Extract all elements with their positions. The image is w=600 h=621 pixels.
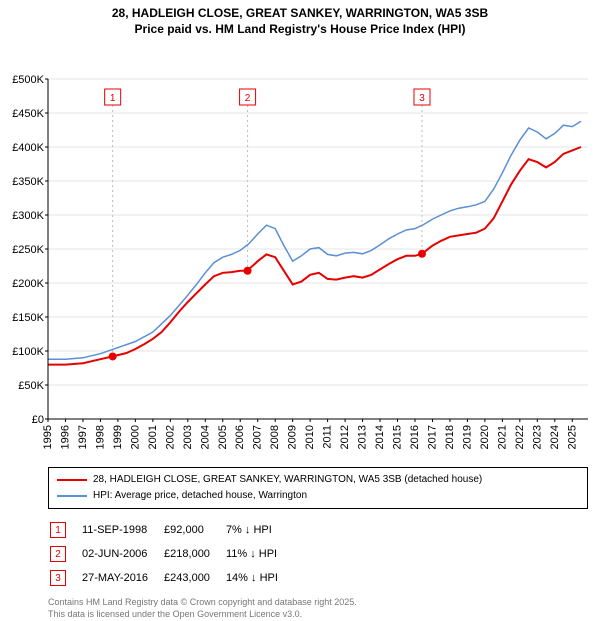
svg-text:1995: 1995 bbox=[42, 425, 54, 449]
svg-text:1996: 1996 bbox=[59, 425, 71, 449]
svg-text:2017: 2017 bbox=[426, 425, 438, 449]
svg-text:2002: 2002 bbox=[164, 425, 176, 449]
page-title: 28, HADLEIGH CLOSE, GREAT SANKEY, WARRIN… bbox=[0, 0, 600, 37]
title-line1: 28, HADLEIGH CLOSE, GREAT SANKEY, WARRIN… bbox=[112, 6, 488, 20]
svg-text:2023: 2023 bbox=[531, 425, 543, 449]
svg-text:£400K: £400K bbox=[12, 142, 44, 154]
footer-line2: This data is licensed under the Open Gov… bbox=[48, 609, 302, 619]
transaction-delta: 14% ↓ HPI bbox=[226, 567, 292, 589]
svg-text:2008: 2008 bbox=[269, 425, 281, 449]
svg-text:2021: 2021 bbox=[496, 425, 508, 449]
legend-label: HPI: Average price, detached house, Warr… bbox=[93, 488, 307, 504]
transaction-price: £218,000 bbox=[164, 543, 224, 565]
svg-text:2024: 2024 bbox=[549, 425, 561, 449]
svg-text:2006: 2006 bbox=[234, 425, 246, 449]
legend-swatch bbox=[57, 495, 87, 497]
svg-text:£450K: £450K bbox=[12, 108, 44, 120]
svg-text:£350K: £350K bbox=[12, 176, 44, 188]
svg-text:£500K: £500K bbox=[12, 74, 44, 86]
table-row: 3 27-MAY-2016£243,00014% ↓ HPI bbox=[50, 567, 292, 589]
svg-text:£100K: £100K bbox=[12, 346, 44, 358]
svg-text:2004: 2004 bbox=[199, 425, 211, 449]
transaction-delta: 7% ↓ HPI bbox=[226, 519, 292, 541]
transaction-date: 27-MAY-2016 bbox=[82, 567, 162, 589]
transaction-price: £243,000 bbox=[164, 567, 224, 589]
svg-text:2015: 2015 bbox=[392, 425, 404, 449]
svg-text:2010: 2010 bbox=[304, 425, 316, 449]
table-row: 2 02-JUN-2006£218,00011% ↓ HPI bbox=[50, 543, 292, 565]
svg-text:1997: 1997 bbox=[77, 425, 89, 449]
footer-line1: Contains HM Land Registry data © Crown c… bbox=[48, 597, 357, 607]
svg-text:2022: 2022 bbox=[514, 425, 526, 449]
svg-text:£200K: £200K bbox=[12, 278, 44, 290]
transaction-marker: 2 bbox=[50, 546, 66, 562]
transaction-delta: 11% ↓ HPI bbox=[226, 543, 292, 565]
svg-text:2013: 2013 bbox=[357, 425, 369, 449]
svg-text:£300K: £300K bbox=[12, 210, 44, 222]
transaction-marker: 3 bbox=[50, 570, 66, 586]
svg-text:2011: 2011 bbox=[322, 425, 334, 449]
svg-text:2014: 2014 bbox=[374, 425, 386, 449]
transaction-date: 11-SEP-1998 bbox=[82, 519, 162, 541]
svg-text:2016: 2016 bbox=[409, 425, 421, 449]
svg-text:£150K: £150K bbox=[12, 312, 44, 324]
table-row: 1 11-SEP-1998£92,0007% ↓ HPI bbox=[50, 519, 292, 541]
transaction-date: 02-JUN-2006 bbox=[82, 543, 162, 565]
svg-text:2007: 2007 bbox=[252, 425, 264, 449]
title-line2: Price paid vs. HM Land Registry's House … bbox=[135, 22, 466, 36]
svg-text:1999: 1999 bbox=[112, 425, 124, 449]
svg-text:2003: 2003 bbox=[182, 425, 194, 449]
legend-label: 28, HADLEIGH CLOSE, GREAT SANKEY, WARRIN… bbox=[93, 472, 482, 488]
legend-row: HPI: Average price, detached house, Warr… bbox=[57, 488, 579, 504]
svg-text:2000: 2000 bbox=[129, 425, 141, 449]
transactions-table: 1 11-SEP-1998£92,0007% ↓ HPI 2 02-JUN-2006£… bbox=[48, 517, 294, 591]
svg-text:2005: 2005 bbox=[217, 425, 229, 449]
svg-text:2: 2 bbox=[245, 93, 251, 104]
svg-text:2012: 2012 bbox=[339, 425, 351, 449]
legend-row: 28, HADLEIGH CLOSE, GREAT SANKEY, WARRIN… bbox=[57, 472, 579, 488]
svg-text:3: 3 bbox=[419, 93, 425, 104]
svg-text:2009: 2009 bbox=[287, 425, 299, 449]
transaction-price: £92,000 bbox=[164, 519, 224, 541]
svg-text:2018: 2018 bbox=[444, 425, 456, 449]
svg-text:2020: 2020 bbox=[479, 425, 491, 449]
transaction-marker: 1 bbox=[50, 522, 66, 538]
svg-text:1998: 1998 bbox=[94, 425, 106, 449]
footer: Contains HM Land Registry data © Crown c… bbox=[48, 597, 588, 620]
svg-text:2019: 2019 bbox=[461, 425, 473, 449]
svg-text:£250K: £250K bbox=[12, 244, 44, 256]
svg-text:£50K: £50K bbox=[18, 380, 44, 392]
price-chart: 1 2 3 £0 £50K £100K £150K £200K £250K £300K £350K £… bbox=[0, 37, 600, 467]
svg-text:1: 1 bbox=[110, 93, 116, 104]
svg-text:2001: 2001 bbox=[147, 425, 159, 449]
svg-text:£0: £0 bbox=[32, 414, 44, 426]
legend: 28, HADLEIGH CLOSE, GREAT SANKEY, WARRIN… bbox=[48, 467, 588, 509]
svg-text:2025: 2025 bbox=[566, 425, 578, 449]
legend-swatch bbox=[57, 479, 87, 481]
